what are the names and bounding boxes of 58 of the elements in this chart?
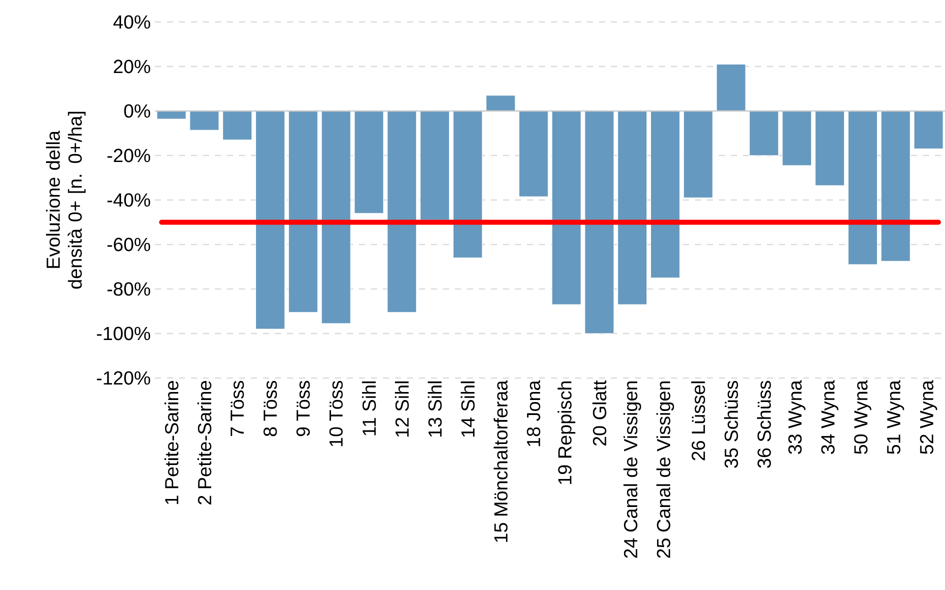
- x-tick-label: 15 Mönchaltorferaa: [494, 380, 508, 542]
- bar: [716, 64, 746, 112]
- x-tick-label: 34 Wyna: [821, 380, 838, 454]
- x-tick-label: 9 Töss: [296, 380, 310, 436]
- x-tick-label: 10 Töss: [329, 380, 343, 446]
- x-tick-label: 8 Töss: [264, 380, 277, 436]
- bar: [486, 95, 516, 112]
- x-tick-label: 52 Wyna: [920, 380, 938, 454]
- x-tick-label: 7 Töss: [230, 380, 244, 436]
- x-tick-label: 35 Schüss: [724, 380, 738, 468]
- bar: [387, 110, 417, 313]
- x-tick-label: 13 Sihl: [428, 381, 442, 437]
- y-tick-label: 0%: [124, 104, 150, 118]
- x-tick-label: 50 Wyna: [854, 380, 872, 454]
- x-tick-label: 18 Jona: [526, 380, 540, 446]
- bar: [782, 110, 812, 166]
- bar: [354, 110, 384, 214]
- x-tick-label: 11 Sihl: [362, 381, 376, 436]
- bar: [749, 110, 779, 156]
- y-tick-label: 20%: [114, 60, 150, 74]
- x-tick-label: 19 Reppisch: [558, 381, 576, 484]
- bar: [683, 110, 713, 198]
- x-tick-label: 26 Lüssel: [691, 381, 706, 460]
- y-tick-label: -100%: [96, 326, 150, 340]
- x-tick-label: 12 Sihl: [394, 381, 409, 437]
- x-tick-label: 24 Canal de Vissigen: [623, 381, 642, 558]
- bar: [255, 110, 285, 330]
- bar: [452, 110, 482, 258]
- x-tick-label: 1 Petite-Sarine: [164, 381, 178, 504]
- bar: [584, 110, 614, 334]
- y-tick-label: -120%: [96, 371, 150, 385]
- bar: [880, 110, 910, 262]
- bar: [815, 110, 845, 186]
- x-tick-label: 2 Petite-Sarine: [197, 381, 212, 504]
- y-tick-label: -80%: [107, 282, 150, 296]
- bar: [190, 110, 220, 130]
- x-tick-label: 20 Glatt: [592, 380, 606, 446]
- x-tick-label: 36 Schüss: [757, 380, 771, 468]
- bar: [321, 110, 351, 324]
- bar: [518, 110, 548, 197]
- y-tick-label: -60%: [107, 238, 150, 252]
- y-axis-title: Evoluzione della densità 0+ [n. 0+/ha]: [46, 112, 86, 289]
- bar: [288, 110, 318, 313]
- y-tick-label: 40%: [113, 15, 150, 29]
- x-tick-label: 51 Wyna: [887, 380, 904, 454]
- bar: [618, 110, 648, 305]
- x-tick-label: 14 Sihl: [460, 381, 475, 437]
- bar: [156, 110, 186, 120]
- x-tick-label: 33 Wyna: [788, 380, 806, 454]
- bar: [222, 110, 252, 140]
- bar: [552, 110, 582, 305]
- bar: [914, 110, 944, 150]
- bar: [650, 110, 680, 278]
- x-tick-label: 25 Canal de Vissigen: [656, 381, 674, 558]
- bar: [848, 110, 878, 265]
- y-tick-label: -40%: [107, 193, 150, 207]
- y-tick-label: -20%: [107, 148, 150, 162]
- bar: [420, 110, 450, 220]
